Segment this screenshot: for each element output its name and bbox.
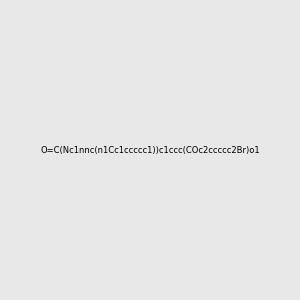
Text: O=C(Nc1nnc(n1Cc1ccccc1))c1ccc(COc2ccccc2Br)o1: O=C(Nc1nnc(n1Cc1ccccc1))c1ccc(COc2ccccc2… — [40, 146, 260, 154]
